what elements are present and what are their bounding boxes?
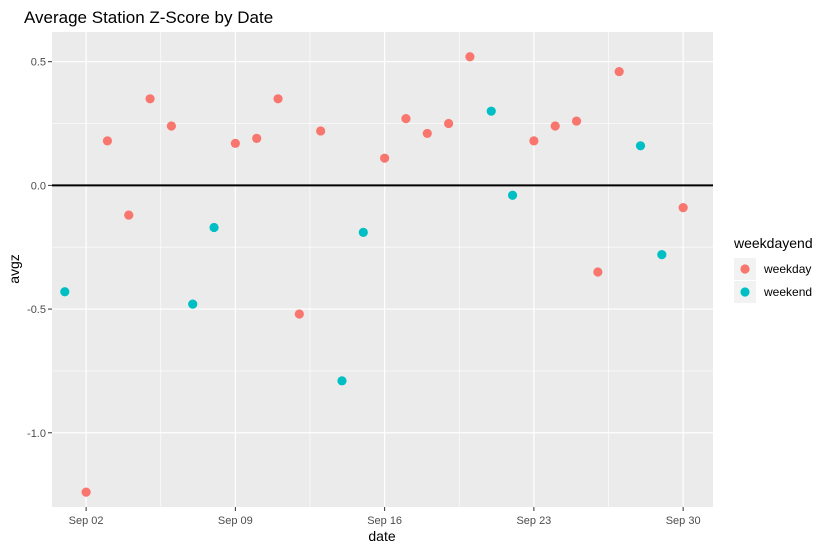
x-axis-ticks: Sep 02 Sep 09 Sep 16 Sep 23 Sep 30 bbox=[69, 507, 701, 527]
legend-key-weekend bbox=[740, 287, 750, 297]
data-point-weekday bbox=[678, 203, 688, 213]
legend-title: weekdayend bbox=[733, 235, 813, 251]
data-point-weekend bbox=[60, 287, 70, 297]
minor-grid bbox=[52, 32, 713, 507]
plot-panel bbox=[52, 32, 713, 507]
x-tick-label: Sep 16 bbox=[367, 515, 402, 527]
legend: weekdayend weekday weekend bbox=[733, 235, 813, 303]
x-tick-label: Sep 02 bbox=[69, 515, 104, 527]
y-tick-label: -1.0 bbox=[27, 428, 46, 440]
data-point-weekend bbox=[486, 106, 496, 116]
data-point-weekday bbox=[550, 121, 560, 131]
data-point-weekend bbox=[188, 299, 198, 309]
data-point-weekend bbox=[635, 141, 646, 151]
x-axis-title: date bbox=[368, 528, 395, 544]
data-point-weekend bbox=[209, 222, 219, 233]
data-point-weekday bbox=[401, 113, 411, 124]
data-point-weekday bbox=[81, 487, 91, 497]
data-point-weekend bbox=[657, 250, 667, 260]
data-point-weekday bbox=[145, 94, 155, 104]
x-tick-label: Sep 30 bbox=[666, 515, 701, 527]
data-point-weekday bbox=[529, 136, 539, 146]
data-point-weekday bbox=[593, 267, 603, 277]
data-point-weekday bbox=[273, 94, 283, 104]
data-point-weekday bbox=[380, 153, 390, 163]
y-axis-ticks: 0.5 0.0 -0.5 -1.0 bbox=[27, 57, 52, 440]
data-point-weekday bbox=[316, 126, 326, 136]
data-points bbox=[60, 52, 688, 497]
y-tick-label: -0.5 bbox=[27, 304, 46, 316]
legend-key-weekday bbox=[740, 264, 750, 274]
legend-label-weekday: weekday bbox=[763, 262, 811, 276]
y-axis-title: avgz bbox=[6, 254, 22, 284]
data-point-weekend bbox=[358, 227, 368, 237]
data-point-weekend bbox=[337, 376, 347, 386]
data-point-weekday bbox=[422, 128, 432, 139]
y-tick-label: 0.0 bbox=[31, 180, 46, 192]
data-point-weekday bbox=[465, 52, 475, 62]
data-point-weekday bbox=[571, 116, 582, 126]
x-tick-label: Sep 23 bbox=[516, 515, 551, 527]
legend-label-weekend: weekend bbox=[763, 285, 812, 299]
data-point-weekday bbox=[166, 121, 177, 131]
data-point-weekday bbox=[294, 309, 304, 319]
data-point-weekday bbox=[252, 133, 262, 143]
data-point-weekend bbox=[507, 190, 518, 200]
x-tick-label: Sep 09 bbox=[218, 515, 253, 527]
data-point-weekday bbox=[614, 66, 624, 77]
data-point-weekday bbox=[102, 136, 113, 146]
data-point-weekday bbox=[124, 210, 134, 220]
data-point-weekday bbox=[230, 138, 240, 148]
y-tick-label: 0.5 bbox=[31, 57, 46, 69]
data-point-weekday bbox=[444, 118, 454, 129]
chart-title: Average Station Z-Score by Date bbox=[24, 8, 273, 27]
